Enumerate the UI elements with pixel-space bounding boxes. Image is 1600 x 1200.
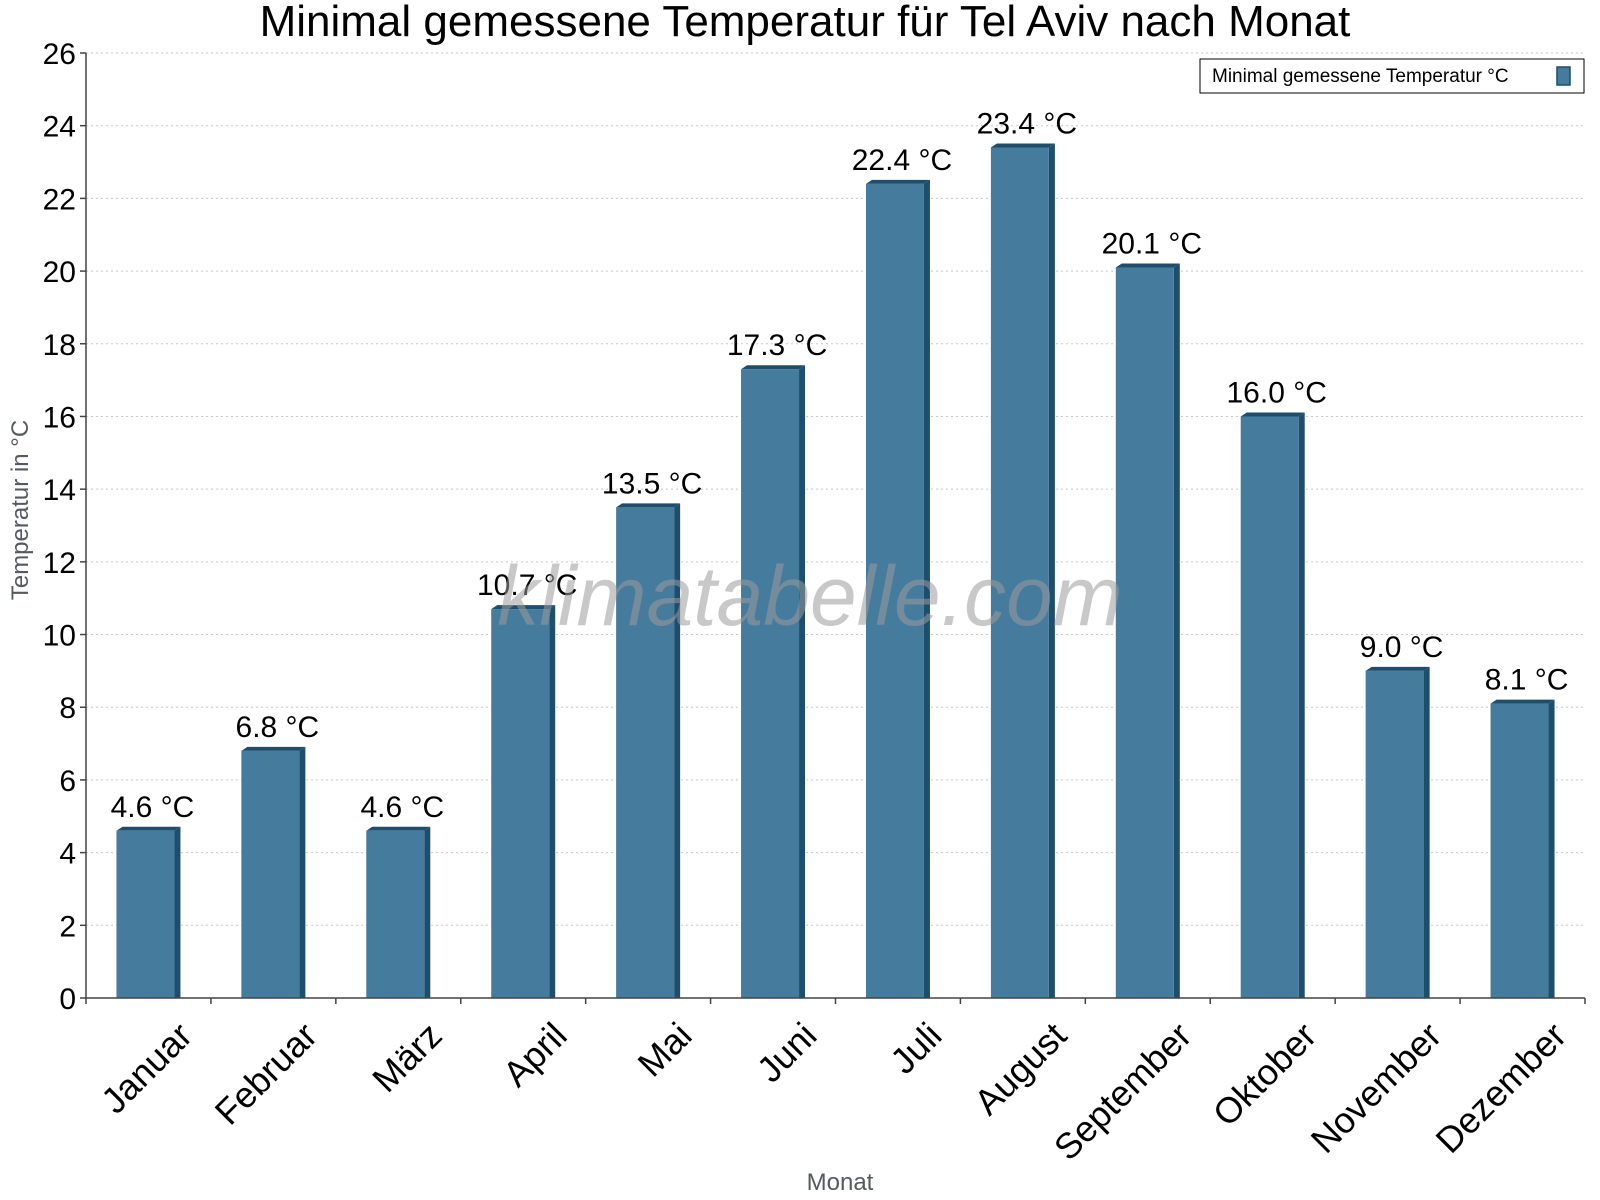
bar-side (424, 826, 431, 998)
bar-side (674, 503, 681, 998)
legend-swatch (1556, 66, 1571, 86)
bar-side (1548, 699, 1555, 998)
x-tick-label: Juli (882, 1014, 949, 1081)
y-tick-label: 20 (43, 256, 76, 289)
data-label: 23.4 °C (977, 108, 1077, 141)
bar (1115, 267, 1174, 998)
bar-group: 13.5 °C (602, 467, 702, 998)
bar (1240, 416, 1299, 998)
legend: Minimal gemessene Temperatur °C (1199, 58, 1585, 94)
y-tick-label: 8 (59, 692, 76, 725)
x-axis-ticks: Januar Februar März April Mai Juni Juli AugustS… (85, 998, 1586, 1168)
x-tick-label: April (495, 1014, 575, 1094)
bar-top (1490, 699, 1555, 704)
bar-top (1365, 666, 1430, 671)
bar (1490, 703, 1549, 998)
x-tick-label: Oktober (1205, 1014, 1325, 1134)
data-label: 6.8 °C (236, 711, 320, 744)
bar (366, 830, 425, 998)
x-tick-label: November (1303, 1014, 1449, 1160)
bar-top (865, 179, 930, 184)
bar (116, 830, 175, 998)
bar-group: 9.0 °C (1360, 631, 1444, 998)
bar-side (299, 746, 306, 998)
bar (616, 507, 675, 998)
bar-group: 10.7 °C (477, 569, 577, 998)
y-tick-label: 2 (59, 910, 76, 943)
x-tick-label: September (1046, 1014, 1200, 1168)
watermark: klimatabelle.com (497, 549, 1123, 643)
bar-group: 20.1 °C (1102, 227, 1202, 998)
bar-side (1048, 143, 1055, 998)
data-label: 16.0 °C (1227, 376, 1327, 409)
y-axis-label: Temperatur in °C (7, 420, 34, 600)
y-tick-label: 12 (43, 547, 76, 580)
legend-label: Minimal gemessene Temperatur °C (1212, 66, 1509, 87)
x-tick-label: März (364, 1014, 450, 1100)
bar (865, 183, 924, 998)
x-tick-label: Januar (93, 1014, 200, 1121)
bar-top (1115, 263, 1180, 268)
bar-top (1240, 412, 1305, 417)
data-label: 8.1 °C (1485, 664, 1569, 697)
bar-group: 23.4 °C (977, 108, 1077, 998)
y-tick-label: 10 (43, 620, 76, 653)
bar-top (491, 605, 556, 610)
data-label: 10.7 °C (477, 569, 577, 602)
x-tick-label: Dezember (1428, 1014, 1574, 1160)
bar-group: 17.3 °C (727, 329, 827, 998)
y-tick-label: 4 (59, 838, 76, 871)
bars: 4.6 °C 6.8 °C 4.6 °C 10.7 °C 13.5 °C 17.3 °C 2… (111, 108, 1569, 998)
y-tick-label: 18 (43, 329, 76, 362)
gridlines (86, 52, 1585, 926)
bar-top (241, 746, 306, 751)
bar-group: 16.0 °C (1227, 376, 1327, 998)
legend-box (1199, 58, 1585, 94)
x-tick-label: August (966, 1014, 1074, 1122)
bar-top (116, 826, 181, 831)
y-tick-label: 24 (43, 111, 76, 144)
y-tick-label: 6 (59, 765, 76, 798)
bar (1365, 670, 1424, 998)
bar (241, 750, 300, 998)
chart-title: Minimal gemessene Temperatur für Tel Avi… (260, 0, 1351, 46)
bar (741, 369, 800, 998)
y-tick-label: 14 (43, 474, 76, 507)
y-tick-label: 16 (43, 401, 76, 434)
bar-top (990, 143, 1055, 148)
bar-side (1423, 666, 1430, 998)
data-label: 20.1 °C (1102, 227, 1202, 260)
data-label: 4.6 °C (360, 791, 444, 824)
y-tick-label: 26 (43, 38, 76, 71)
bar-side (923, 179, 930, 998)
bar-group: 4.6 °C (111, 791, 195, 998)
x-axis-label: Monat (807, 1169, 874, 1196)
bar-side (174, 826, 181, 998)
data-label: 9.0 °C (1360, 631, 1444, 664)
y-tick-label: 0 (59, 983, 76, 1016)
bar (491, 609, 550, 998)
data-label: 13.5 °C (602, 467, 702, 500)
bar-side (1173, 263, 1180, 998)
x-tick-label: Juni (749, 1014, 825, 1090)
y-tick-label: 22 (43, 183, 76, 216)
data-label: 17.3 °C (727, 329, 827, 362)
bar-side (549, 605, 556, 998)
bar-side (799, 365, 806, 998)
x-tick-label: Mai (630, 1014, 700, 1084)
bar-side (1298, 412, 1305, 998)
bar (990, 147, 1049, 998)
data-label: 4.6 °C (111, 791, 195, 824)
data-label: 22.4 °C (852, 144, 952, 177)
bar-top (741, 365, 806, 370)
x-tick-label: Februar (207, 1014, 325, 1132)
bar-group: 4.6 °C (360, 791, 444, 998)
bar-group: 22.4 °C (852, 144, 952, 998)
bar-group: 6.8 °C (236, 711, 320, 998)
bar-top (366, 826, 431, 831)
bar-group: 8.1 °C (1485, 664, 1569, 998)
bar-top (616, 503, 681, 508)
